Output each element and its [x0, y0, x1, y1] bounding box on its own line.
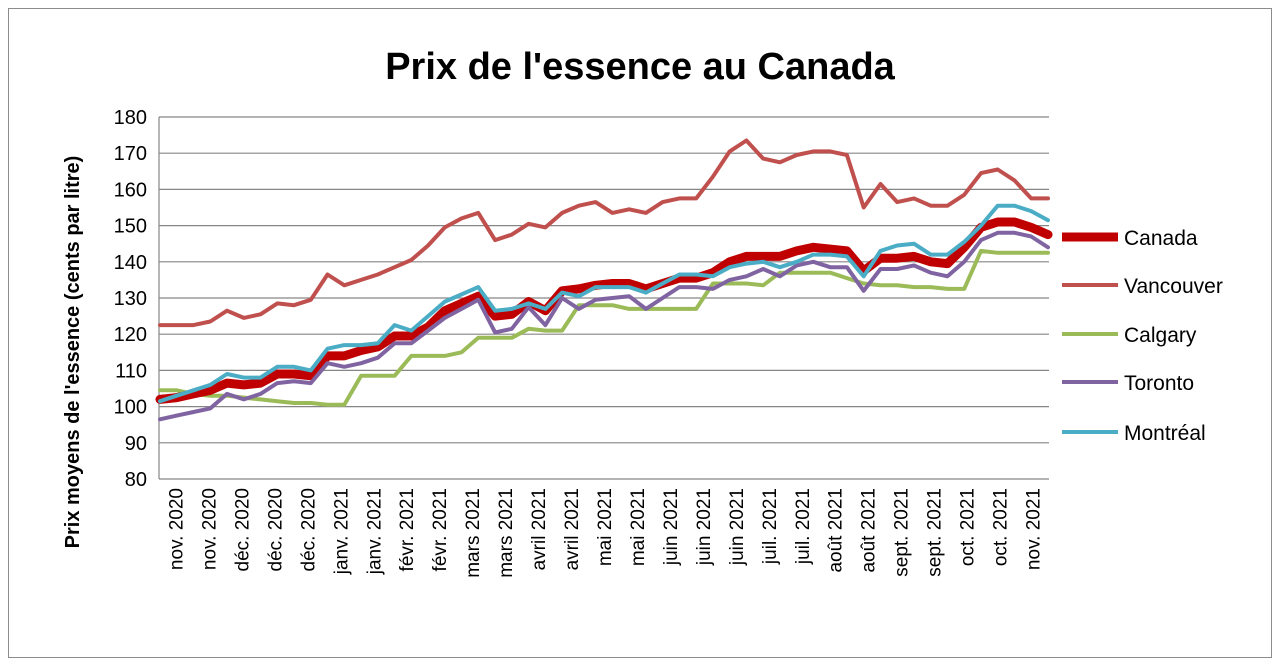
- x-tick-label: avril 2021: [562, 488, 583, 570]
- series-line-vancouver: [158, 138, 1050, 328]
- y-tick-label: 180: [114, 107, 147, 129]
- y-tick-label: 170: [114, 143, 147, 165]
- x-tick-label: mars 2021: [463, 488, 484, 578]
- legend-label: Calgary: [1124, 324, 1197, 347]
- x-tick-label: déc. 2020: [298, 488, 319, 571]
- x-tick-label: déc. 2020: [265, 488, 286, 571]
- series-line-montral: [158, 203, 1050, 404]
- legend-label: Canada: [1124, 227, 1198, 250]
- x-tick-label: mai 2021: [595, 488, 616, 566]
- x-tick-label: avril 2021: [529, 488, 550, 570]
- legend-label: Vancouver: [1124, 275, 1223, 298]
- y-tick-label: 80: [125, 469, 147, 491]
- x-tick-label: juin 2021: [727, 488, 748, 566]
- x-tick-label: mai 2021: [628, 488, 649, 566]
- y-tick-label: 140: [114, 252, 147, 274]
- x-tick-label: nov. 2020: [166, 488, 187, 570]
- x-tick-label: janv. 2021: [364, 488, 385, 575]
- series-lines: [155, 138, 1053, 422]
- axes: 80 90 100 110 120 130 140 150 160 170 180 nov. 2020…: [114, 107, 1049, 578]
- x-tick-label: nov. 2020: [199, 488, 220, 570]
- x-tick-label: nov. 2021: [1024, 488, 1045, 570]
- series-line-canada: [155, 217, 1053, 404]
- y-tick-label: 90: [125, 433, 147, 455]
- x-tick-label: oct. 2021: [991, 488, 1012, 566]
- y-tick-label: 100: [114, 397, 147, 419]
- y-tick-label: 160: [114, 179, 147, 201]
- y-tick-label: 150: [114, 216, 147, 238]
- legend-label: Toronto: [1124, 372, 1194, 395]
- legend-label: Montréal: [1124, 422, 1206, 445]
- x-tick-label: juil. 2021: [793, 488, 814, 565]
- x-tick-label: sept. 2021: [892, 488, 913, 577]
- chart-title: Prix de l'essence au Canada: [385, 46, 895, 88]
- series-line-calgary: [158, 248, 1050, 407]
- x-tick-label: juin 2021: [661, 488, 682, 566]
- x-tick-label: août 2021: [859, 488, 880, 573]
- x-tick-label: déc. 2020: [232, 488, 253, 571]
- y-tick-label: 120: [114, 324, 147, 346]
- x-tick-label: juin 2021: [694, 488, 715, 566]
- chart-frame: [8, 8, 1272, 658]
- x-tick-label: juil. 2021: [760, 488, 781, 565]
- y-tick-label: 110: [115, 360, 147, 382]
- x-tick-label: janv. 2021: [331, 488, 352, 575]
- x-tick-label: févr. 2021: [430, 488, 451, 571]
- x-tick-label: sept. 2021: [925, 488, 946, 577]
- x-tick-label: août 2021: [826, 488, 847, 573]
- legend: Canada Vancouver Calgary Toronto Montréal: [1062, 227, 1223, 445]
- series-line-toronto: [158, 230, 1050, 422]
- y-axis-label: Prix moyens de l'essence (cents par litr…: [62, 156, 84, 549]
- x-tick-label: févr. 2021: [397, 488, 418, 571]
- y-tick-label: 130: [114, 288, 147, 310]
- x-tick-label: oct. 2021: [958, 488, 979, 566]
- x-tick-label: mars 2021: [496, 488, 517, 578]
